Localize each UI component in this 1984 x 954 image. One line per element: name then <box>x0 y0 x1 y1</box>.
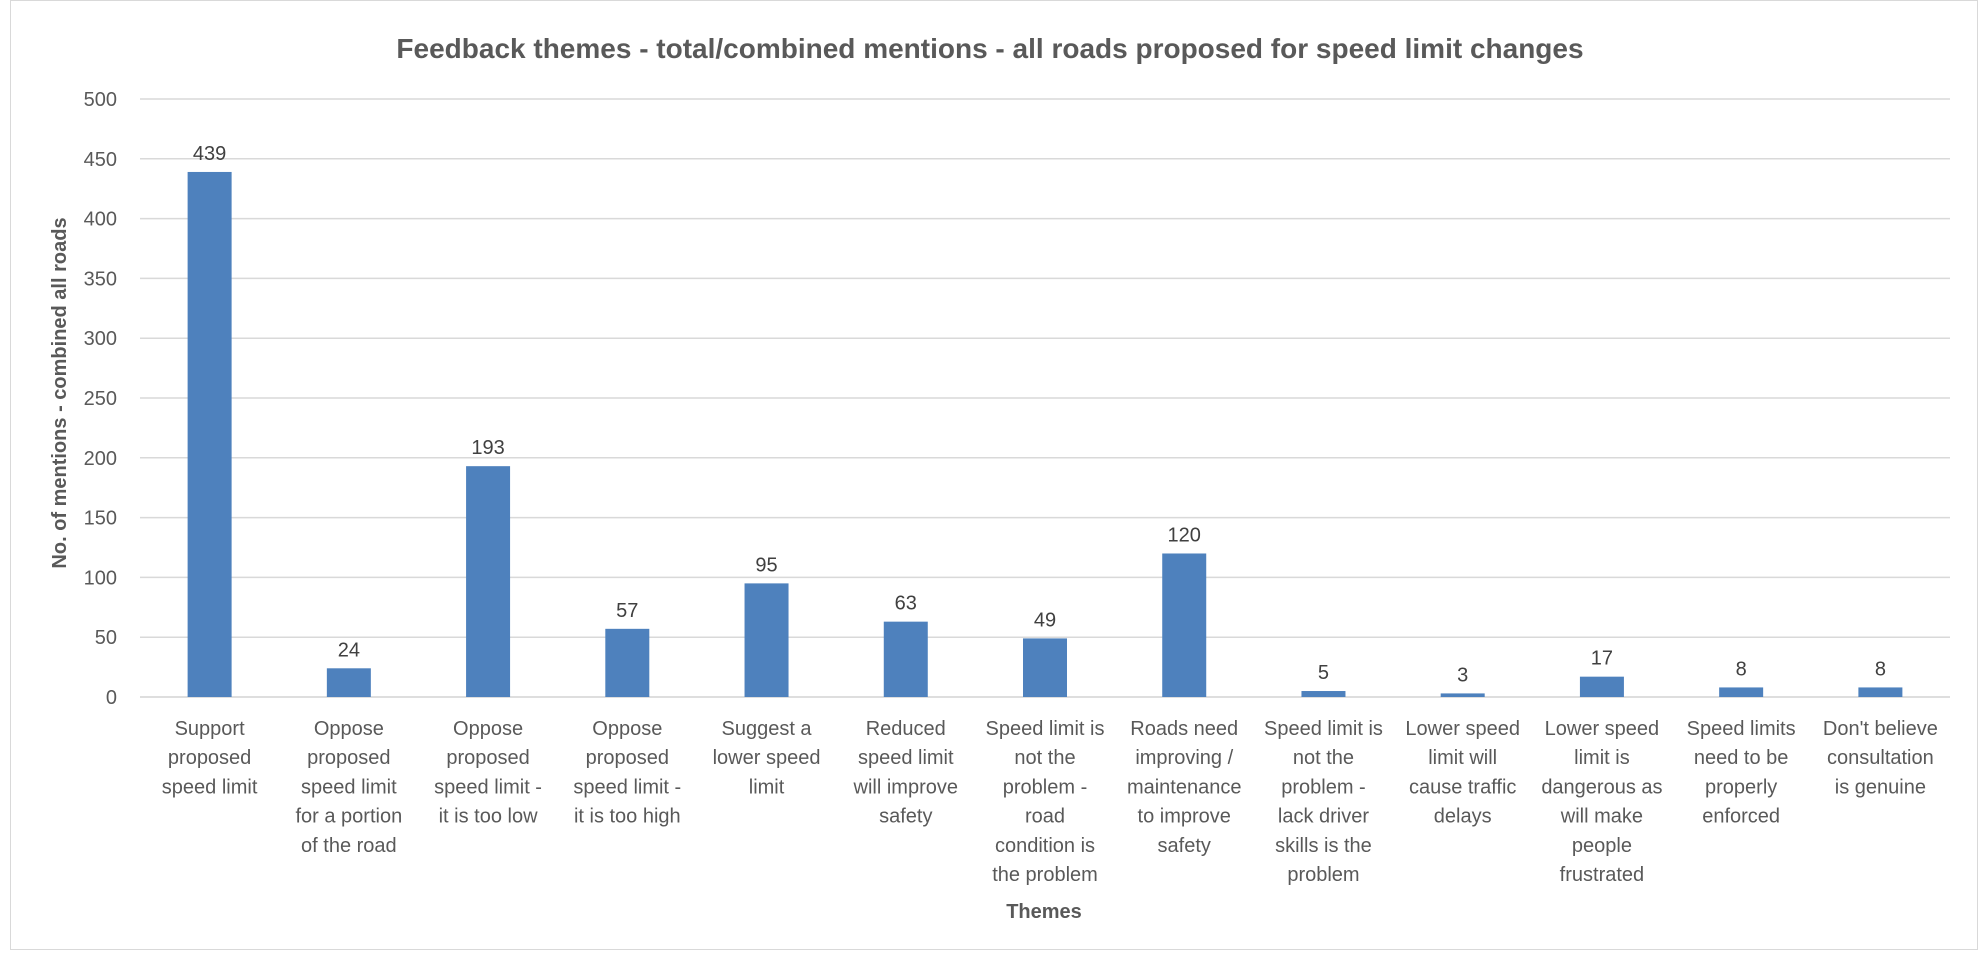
data-label: 439 <box>193 143 226 165</box>
bar <box>1440 693 1485 697</box>
data-label: 17 <box>1591 648 1613 670</box>
y-tick-label: 200 <box>84 448 117 470</box>
y-tick-label: 250 <box>84 388 117 410</box>
data-label: 120 <box>1168 524 1201 546</box>
category-label: Suggest a lower speed limit <box>713 718 821 798</box>
bar <box>1162 553 1207 697</box>
y-tick-label: 300 <box>84 328 117 350</box>
category-label: Reduced speed limit will improve safety <box>853 718 958 828</box>
y-tick-label: 150 <box>84 508 117 530</box>
data-label: 95 <box>755 554 777 576</box>
data-label: 8 <box>1875 658 1886 680</box>
bar <box>1858 687 1903 697</box>
category-label: Lower speed limit is dangerous as will make… <box>1541 718 1662 886</box>
bars <box>187 171 1903 697</box>
category-label: Support proposed speed limit <box>162 718 258 798</box>
y-axis-title: No. of mentions - combined all roads <box>49 217 71 568</box>
y-tick-label: 350 <box>84 268 117 290</box>
y-tick-label: 450 <box>84 149 117 171</box>
bar <box>1719 687 1764 697</box>
bar <box>1579 676 1624 697</box>
bar <box>744 583 789 697</box>
y-axis-ticks: 0 50 100 150 200 250 300 350 400 450 500 <box>84 89 117 709</box>
category-label: Oppose proposed speed limit -it is too hig… <box>573 718 681 828</box>
chart-title: Feedback themes - total/combined mention… <box>396 33 1583 64</box>
data-label: 3 <box>1457 664 1468 686</box>
category-label: Roads need improving / maintenance to impro… <box>1127 718 1242 857</box>
gridlines <box>140 98 1950 698</box>
bar <box>1301 691 1346 697</box>
bar <box>1023 638 1067 697</box>
data-label: 5 <box>1318 662 1329 684</box>
y-tick-label: 400 <box>84 209 117 231</box>
category-label: Lower speed limit will cause traffic delays <box>1405 718 1520 828</box>
bar <box>605 628 650 697</box>
data-label: 24 <box>338 639 360 661</box>
category-label: Speed limit is not the problem -road condit… <box>986 718 1105 886</box>
bar <box>466 466 511 697</box>
bar <box>187 171 232 697</box>
bar <box>326 668 371 697</box>
category-label: Speed limits need to be properly enforced <box>1687 718 1796 828</box>
category-label: Speed limit is not the problem -lack drive… <box>1264 718 1383 886</box>
y-tick-label: 100 <box>84 567 117 589</box>
category-labels: Support proposed speed limit Oppose proposed… <box>162 718 1938 886</box>
y-tick-label: 500 <box>84 89 117 111</box>
data-label: 49 <box>1034 609 1056 631</box>
data-labels: 439 24 193 57 95 63 49 120 5 3 17 8 8 <box>193 143 1886 686</box>
y-tick-label: 0 <box>106 687 117 709</box>
data-label: 193 <box>471 437 504 459</box>
data-label: 63 <box>895 593 917 615</box>
x-axis-title: Themes <box>1006 901 1082 923</box>
category-label: Oppose proposed speed limit -it is too low <box>434 718 542 828</box>
y-tick-label: 50 <box>95 627 117 649</box>
category-label: Oppose proposed speed limit for a portion of… <box>295 718 402 857</box>
category-label: Don't believe consultation is genuine <box>1823 718 1938 798</box>
data-label: 57 <box>616 600 638 622</box>
bar <box>883 621 928 697</box>
data-label: 8 <box>1736 658 1747 680</box>
